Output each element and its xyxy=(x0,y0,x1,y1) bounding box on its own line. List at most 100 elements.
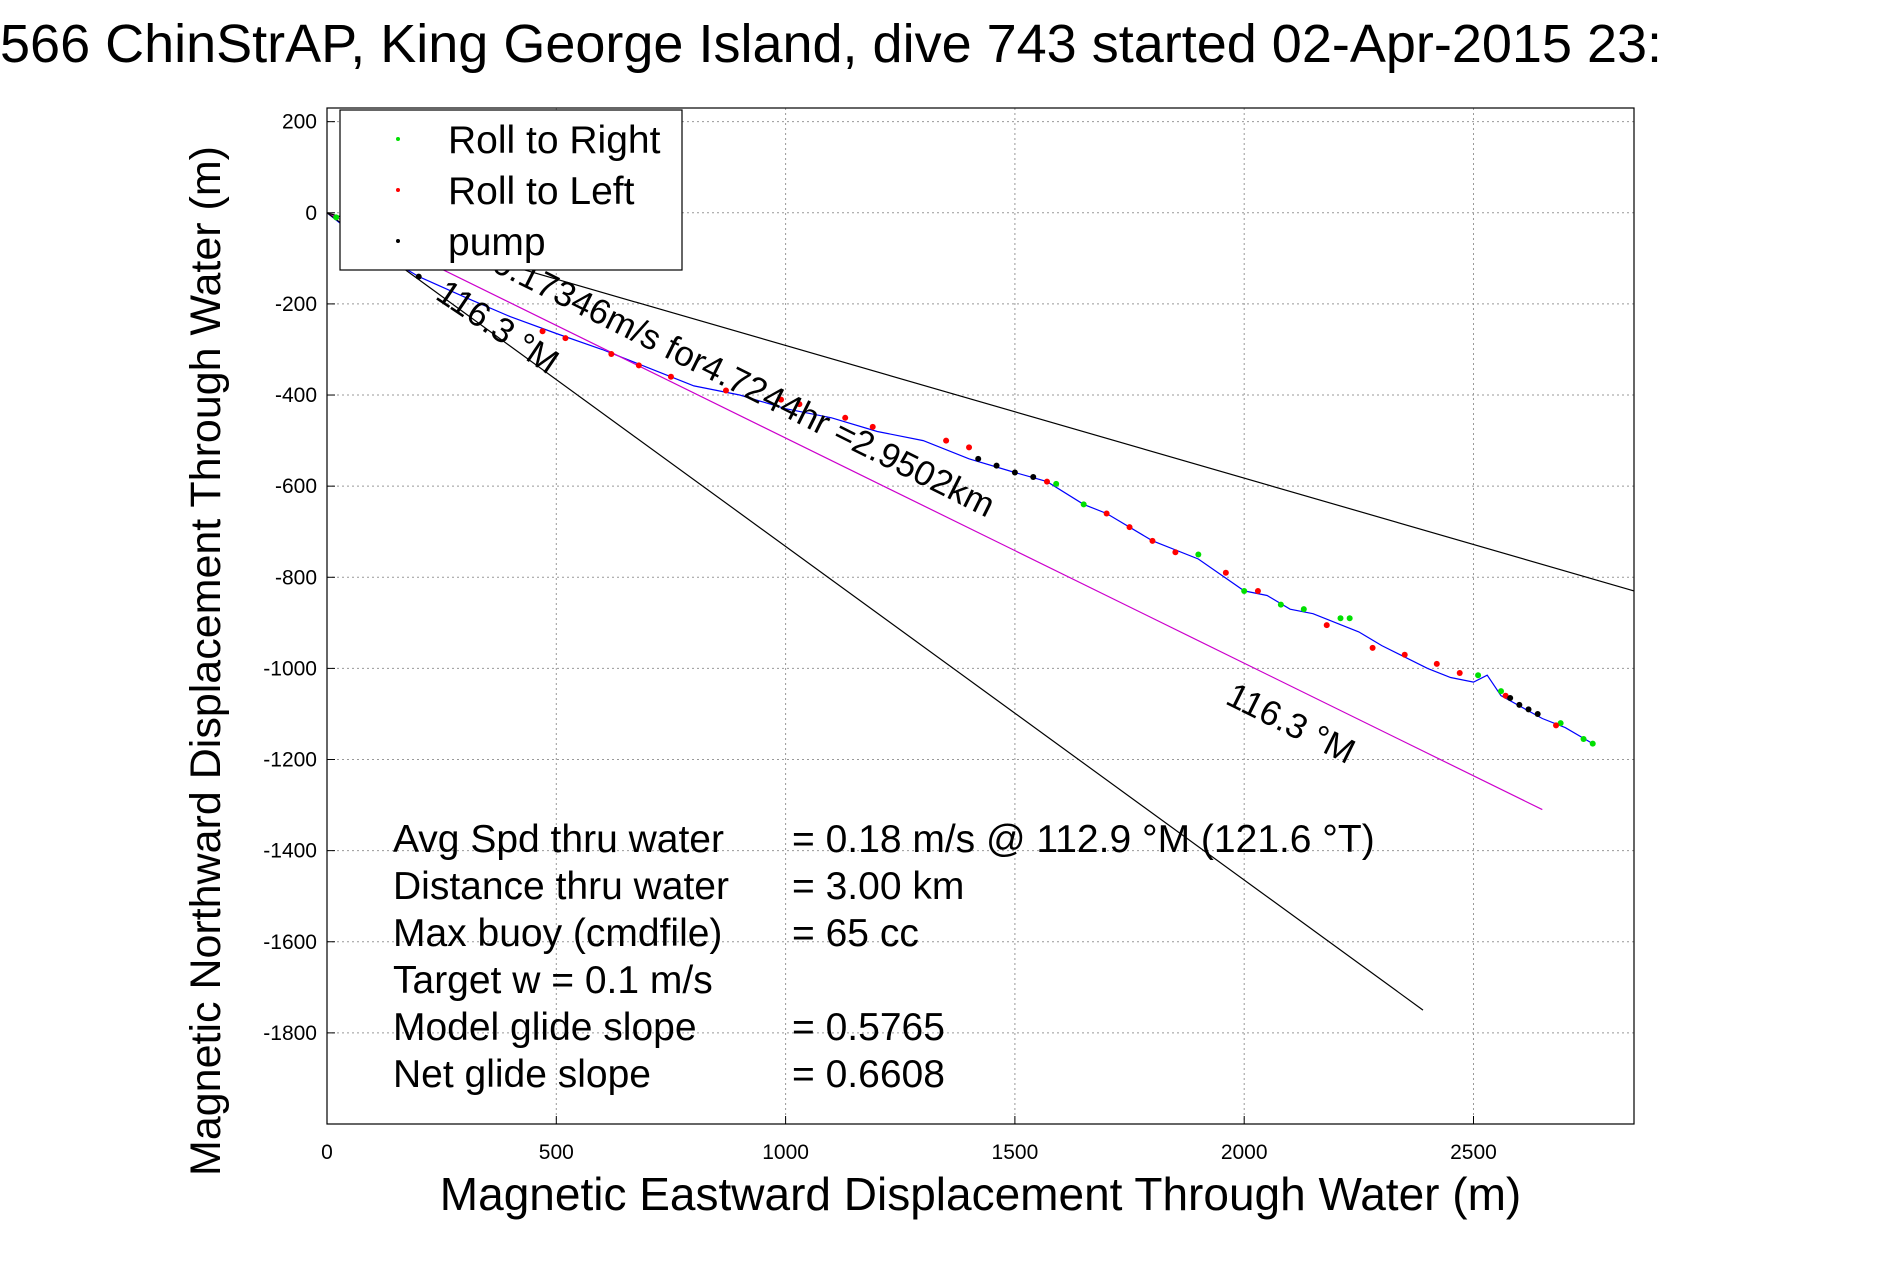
x-tick-label: 2500 xyxy=(1450,1141,1497,1164)
y-tick-label: -1800 xyxy=(263,1022,317,1045)
grid xyxy=(327,108,1634,1124)
marker-roll-right xyxy=(1277,601,1284,608)
axes-frame xyxy=(326,107,1635,1125)
marker-roll-right xyxy=(1589,740,1596,747)
marker-roll-right xyxy=(1475,672,1482,679)
y-tick-label: 200 xyxy=(282,111,317,134)
y-tick-label: -800 xyxy=(275,566,317,589)
marker-pump xyxy=(1534,710,1541,717)
y-tick-label: -600 xyxy=(275,475,317,498)
speed-distance-label: 0.17346m/s for4.7244hr =2.9502km xyxy=(486,242,1001,525)
max-buoy-label: Max buoy (cmdfile) xyxy=(393,912,722,955)
markers-group xyxy=(333,214,1596,747)
marker-roll-left xyxy=(1502,692,1509,699)
net-glide-label: Net glide slope xyxy=(393,1053,651,1096)
model-glide-label: Model glide slope xyxy=(393,1006,697,1049)
marker-roll-left xyxy=(1126,524,1133,531)
y-tick-label: -400 xyxy=(275,384,317,407)
marker-roll-left xyxy=(1172,549,1179,556)
marker-roll-right xyxy=(1241,587,1248,594)
legend-marker-pump xyxy=(396,239,400,243)
marker-roll-left xyxy=(1401,651,1408,658)
x-tick-label: 0 xyxy=(321,1141,333,1164)
marker-roll-left xyxy=(966,444,973,451)
legend-marker-roll-left xyxy=(396,188,400,192)
marker-roll-left xyxy=(943,437,950,444)
line-labels: 0.17346m/s for4.7244hr =2.9502km 116.3 °… xyxy=(430,242,1362,771)
marker-roll-right xyxy=(1346,615,1353,622)
marker-roll-right xyxy=(333,214,340,221)
y-tick-label: -1000 xyxy=(263,657,317,680)
marker-roll-left xyxy=(796,401,803,408)
annotations: Avg Spd thru water = 0.18 m/s @ 112.9 °M… xyxy=(393,818,1375,1096)
marker-roll-right xyxy=(1300,606,1307,613)
marker-pump xyxy=(415,273,422,280)
marker-roll-left xyxy=(635,362,642,369)
series-line-bound-lower xyxy=(326,212,1424,1011)
marker-roll-left xyxy=(722,387,729,394)
legend: Roll to Right Roll to Left pump xyxy=(339,109,683,271)
legend-label-roll-left: Roll to Left xyxy=(448,170,635,213)
y-tick-label: -1600 xyxy=(263,931,317,954)
series-line-track xyxy=(326,212,1594,745)
max-buoy-value: = 65 cc xyxy=(792,912,919,955)
marker-pump xyxy=(1525,706,1532,713)
legend-marker-roll-right xyxy=(396,137,400,141)
marker-roll-left xyxy=(1254,587,1261,594)
marker-roll-right xyxy=(1580,736,1587,743)
avg-speed-label: Avg Spd thru water xyxy=(393,818,724,861)
marker-roll-left xyxy=(1553,722,1560,729)
marker-roll-left xyxy=(1103,510,1110,517)
target-w-label: Target w = 0.1 m/s xyxy=(393,959,713,1002)
x-tick-label: 2000 xyxy=(1221,1141,1268,1164)
marker-roll-left xyxy=(539,328,546,335)
series-group xyxy=(326,212,1635,1011)
marker-roll-left xyxy=(1043,478,1050,485)
marker-pump xyxy=(1011,469,1018,476)
legend-label-roll-right: Roll to Right xyxy=(448,119,661,162)
model-glide-value: = 0.5765 xyxy=(792,1006,945,1049)
y-axis-label: Magnetic Northward Displacement Through … xyxy=(182,146,230,1176)
marker-roll-left xyxy=(1222,569,1229,576)
marker-roll-right xyxy=(1195,551,1202,558)
avg-speed-value: = 0.18 m/s @ 112.9 °M (121.6 °T) xyxy=(792,818,1375,861)
marker-roll-left xyxy=(1323,622,1330,629)
marker-roll-right xyxy=(1053,480,1060,487)
marker-roll-left xyxy=(778,396,785,403)
x-tick-label: 1500 xyxy=(992,1141,1039,1164)
marker-pump xyxy=(1507,695,1514,702)
chart-title: 566 ChinStrAP, King George Island, dive … xyxy=(0,14,1662,74)
marker-roll-right xyxy=(1080,501,1087,508)
distance-value: = 3.00 km xyxy=(792,865,964,908)
x-axis-label: Magnetic Eastward Displacement Through W… xyxy=(440,1168,1521,1220)
net-glide-value: = 0.6608 xyxy=(792,1053,945,1096)
tick-labels: 0 500 1000 1500 2000 25002000-200-400-600-800… xyxy=(263,111,1497,1164)
series-line-model-heading xyxy=(326,212,1543,811)
marker-roll-right xyxy=(1498,688,1505,695)
y-tick-label: -1400 xyxy=(263,840,317,863)
marker-pump xyxy=(975,455,982,462)
marker-roll-right xyxy=(1337,615,1344,622)
marker-roll-left xyxy=(608,351,615,358)
y-tick-label: 0 xyxy=(305,202,317,225)
marker-roll-left xyxy=(869,423,876,430)
marker-roll-left xyxy=(562,335,569,342)
marker-pump xyxy=(1516,701,1523,708)
marker-roll-left xyxy=(667,373,674,380)
marker-roll-right xyxy=(1557,720,1564,727)
marker-roll-left xyxy=(842,414,849,421)
marker-roll-left xyxy=(1456,669,1463,676)
marker-roll-left xyxy=(1149,537,1156,544)
distance-label: Distance thru water xyxy=(393,865,729,908)
y-tick-label: -200 xyxy=(275,293,317,316)
x-tick-label: 500 xyxy=(539,1141,574,1164)
marker-roll-left xyxy=(1369,644,1376,651)
marker-pump xyxy=(993,462,1000,469)
y-tick-label: -1200 xyxy=(263,749,317,772)
series-line-bound-upper xyxy=(326,212,1635,592)
x-tick-label: 1000 xyxy=(762,1141,809,1164)
heading-label-2: 116.3 °M xyxy=(1220,675,1361,771)
legend-label-pump: pump xyxy=(448,221,546,264)
marker-roll-left xyxy=(1433,660,1440,667)
